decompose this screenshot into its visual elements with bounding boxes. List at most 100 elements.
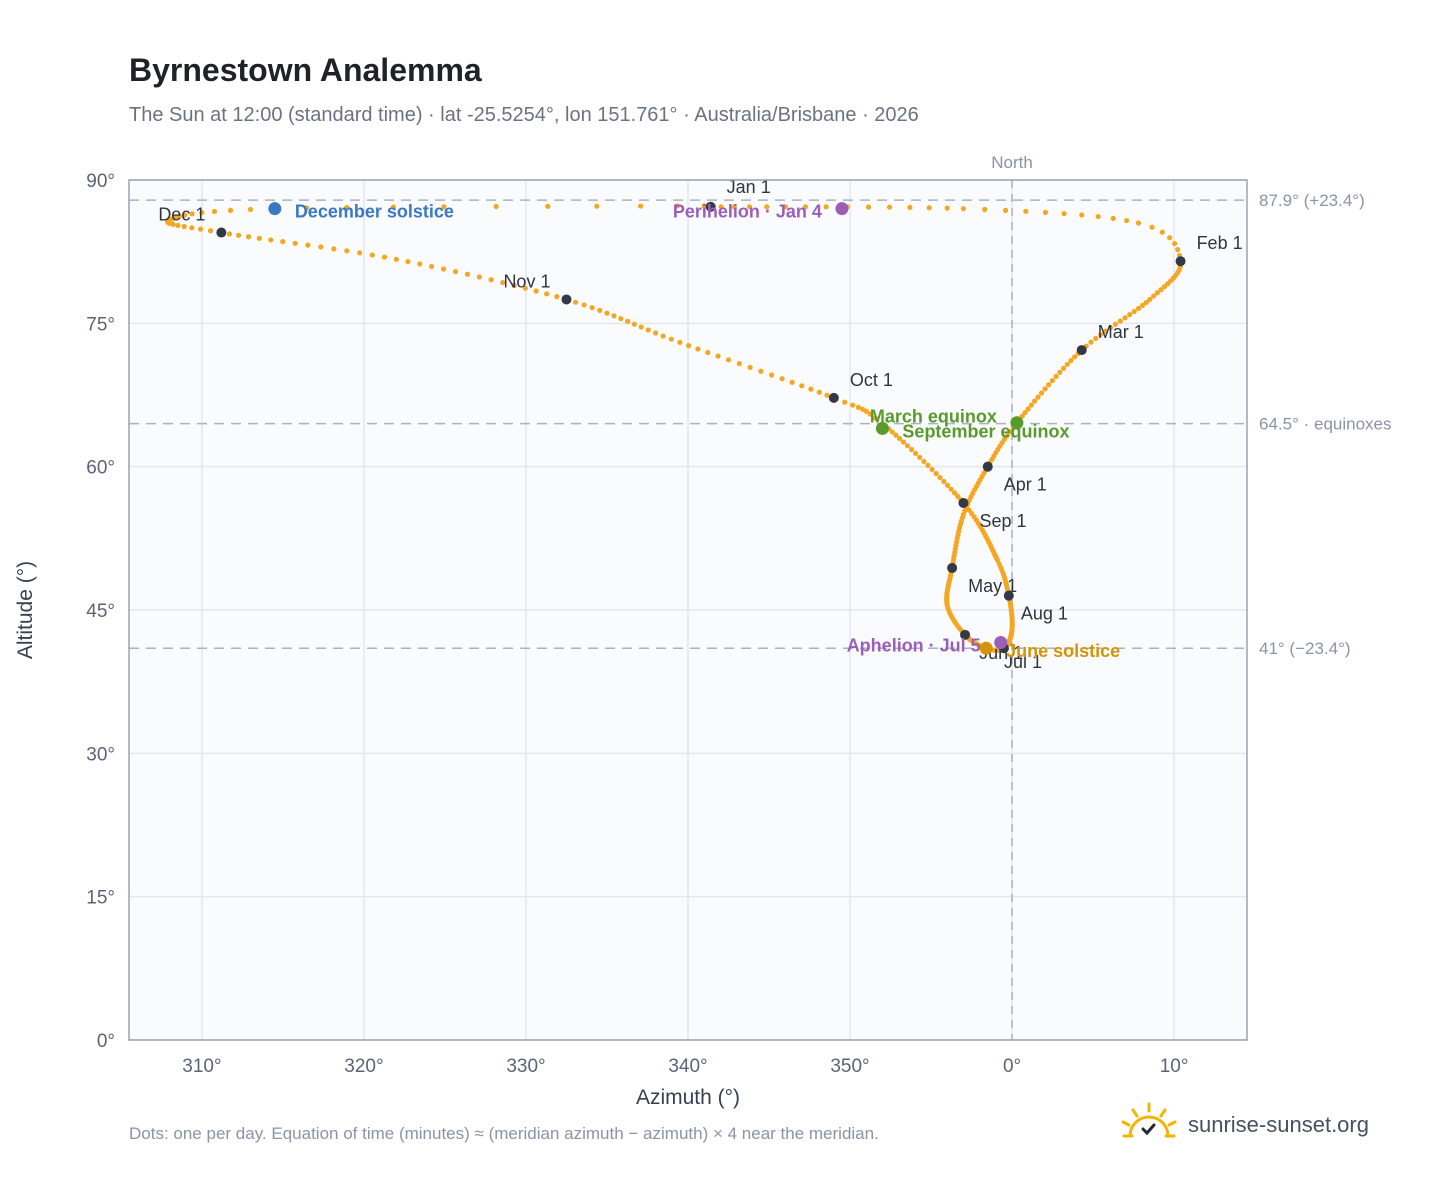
- day-dot: [227, 207, 234, 213]
- day-dot: [1046, 382, 1052, 388]
- y-tick-label: 30°: [86, 744, 115, 765]
- day-dot: [865, 204, 872, 210]
- day-dot: [1110, 215, 1116, 222]
- day-dot: [522, 285, 528, 291]
- day-dot: [1154, 290, 1160, 296]
- day-dot: [247, 206, 254, 213]
- day-dot: [581, 302, 587, 308]
- day-dot: [638, 324, 644, 330]
- day-dot: [631, 321, 637, 327]
- x-tick-label: 310°: [182, 1056, 221, 1077]
- day-dot: [863, 408, 870, 414]
- brand-name[interactable]: sunrise-sunset.org: [1188, 1112, 1369, 1137]
- day-dot: [207, 228, 214, 234]
- day-dot: [802, 204, 809, 210]
- day-dot: [1102, 328, 1109, 334]
- event-marker: [268, 202, 282, 216]
- month-label: Jul 1: [1004, 652, 1042, 672]
- day-dot: [982, 206, 988, 213]
- day-dot: [823, 204, 829, 210]
- month-label: Jan 1: [727, 177, 771, 197]
- day-dot: [705, 349, 711, 356]
- day-dot: [747, 364, 753, 371]
- day-dot: [1143, 299, 1149, 306]
- day-dot: [921, 458, 927, 464]
- day-dot: [1004, 433, 1010, 439]
- day-dot: [624, 318, 631, 324]
- day-dot: [860, 406, 866, 412]
- day-dot: [594, 203, 600, 209]
- day-dot: [782, 204, 789, 210]
- day-dot: [808, 386, 814, 392]
- day-dot: [1071, 354, 1078, 360]
- day-dot: [604, 310, 610, 316]
- brand[interactable]: sunrise-sunset.org: [1120, 1102, 1369, 1148]
- day-dot: [1147, 296, 1153, 303]
- day-dot: [1023, 208, 1029, 214]
- day-dot: [245, 234, 252, 240]
- day-dot: [889, 429, 895, 435]
- day-dot: [715, 353, 721, 359]
- day-dot: [344, 248, 350, 254]
- day-dot: [1161, 284, 1167, 290]
- day-dot: [280, 238, 286, 245]
- month-marker: [1003, 590, 1014, 601]
- event-marker: [979, 641, 993, 655]
- y-tick-label: 15°: [86, 888, 115, 909]
- day-dot: [390, 204, 396, 210]
- day-dot: [660, 333, 666, 339]
- day-dot: [955, 493, 961, 499]
- day-dot: [1095, 213, 1101, 220]
- day-dot: [944, 205, 950, 211]
- day-dot: [685, 343, 692, 349]
- day-dot: [736, 361, 742, 367]
- day-dot: [1060, 365, 1067, 371]
- day-dot: [789, 379, 795, 385]
- day-dot: [893, 432, 899, 438]
- day-dot: [1139, 302, 1146, 309]
- day-dot: [816, 389, 822, 395]
- day-dot: [1135, 305, 1142, 312]
- day-dot: [966, 507, 972, 513]
- day-dot: [303, 205, 310, 211]
- x-tick-label: 340°: [668, 1056, 707, 1077]
- day-dot: [933, 470, 939, 477]
- chart-subtitle: The Sun at 12:00 (standard time) · lat -…: [129, 104, 919, 126]
- day-dot: [189, 211, 195, 217]
- month-label: Aug 1: [1021, 604, 1068, 624]
- day-dot: [1167, 235, 1173, 241]
- day-dot: [896, 435, 903, 442]
- x-tick-label: 330°: [506, 1056, 545, 1077]
- day-dot: [1035, 394, 1041, 400]
- day-dot: [937, 474, 943, 481]
- day-dot: [533, 288, 539, 294]
- day-dot: [1049, 377, 1055, 384]
- day-dot: [175, 222, 181, 228]
- day-dot: [1117, 318, 1123, 324]
- y-tick-label: 0°: [97, 1031, 115, 1052]
- day-dot: [1022, 410, 1028, 416]
- day-dot: [393, 256, 399, 262]
- day-dot: [1107, 325, 1114, 331]
- event-markers: December solstice Perihelion · Jan 4 March…: [268, 202, 1120, 661]
- day-dot: [441, 204, 447, 210]
- day-dot: [256, 235, 262, 241]
- event-marker: [1010, 416, 1024, 430]
- event-label: Perihelion · Jan 4: [673, 202, 822, 222]
- day-dot: [731, 204, 737, 210]
- day-dot: [779, 376, 785, 382]
- event-marker: [835, 202, 849, 216]
- day-dot: [189, 225, 195, 231]
- day-dot: [1127, 311, 1133, 318]
- day-dot: [1112, 321, 1119, 327]
- axis-ticks: 310° 320° 330° 340° 350° 0° 10° 0° 15° 30° 45° 60° 7…: [86, 171, 1188, 1077]
- x-tick-label: 350°: [830, 1056, 869, 1077]
- day-dot: [842, 399, 848, 405]
- month-marker: [982, 461, 993, 472]
- day-dot: [176, 213, 182, 219]
- x-tick-label: 10°: [1160, 1056, 1189, 1077]
- day-dot: [331, 246, 337, 252]
- month-label: Sep 1: [979, 511, 1026, 531]
- month-label: Mar 1: [1098, 322, 1144, 342]
